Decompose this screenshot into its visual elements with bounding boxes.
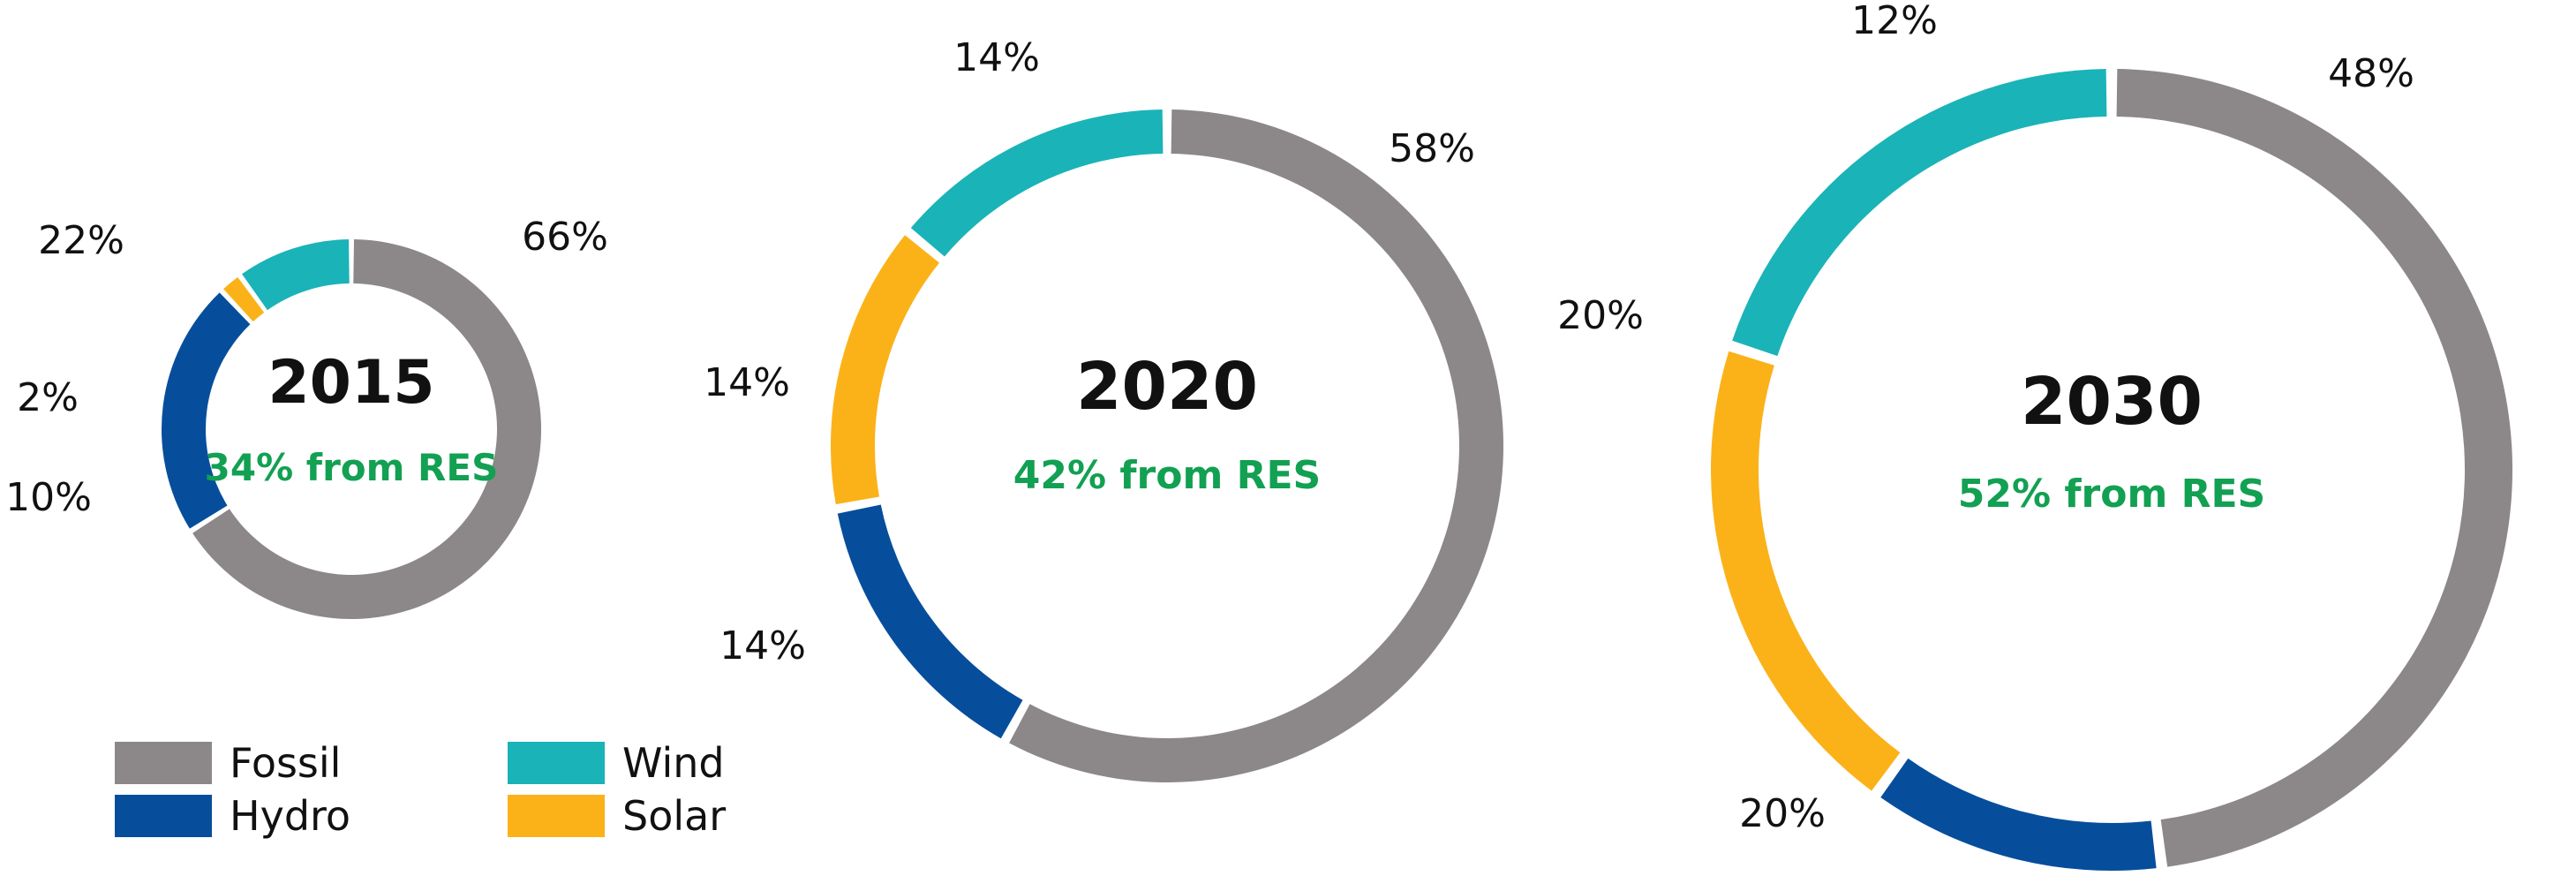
data-label-wind-2030: 20% (1739, 791, 1826, 836)
legend: Fossil Wind Hydro Solar (115, 739, 726, 840)
data-label-fossil-2015: 66% (522, 215, 608, 260)
chart-title-2015: 2015 (267, 348, 434, 418)
legend-label-fossil: Fossil (230, 739, 341, 787)
legend-item-hydro: Hydro (115, 792, 350, 840)
legend-swatch-solar (508, 795, 605, 837)
data-label-hydro-2030: 12% (1851, 0, 1938, 43)
chart-title-2030: 2030 (2021, 364, 2203, 440)
data-label-wind-2020: 14% (719, 623, 806, 668)
slice-hydro-2015 (161, 292, 251, 529)
legend-label-solar: Solar (622, 792, 726, 840)
slice-fossil-2030 (2116, 69, 2513, 867)
donut-chart-2015: 66% 22% 2% 10% 2015 34% from RES (5, 215, 608, 619)
slice-solar-2020 (831, 235, 940, 505)
slice-hydro-2020 (837, 504, 1023, 739)
data-label-solar-2030: 20% (1557, 293, 1644, 338)
data-label-hydro-2015: 22% (38, 218, 124, 263)
data-label-solar-2015: 2% (17, 375, 79, 420)
data-label-solar-2020: 14% (704, 360, 790, 405)
data-label-fossil-2030: 48% (2328, 51, 2414, 96)
chart-subtitle-2030: 52% from RES (1958, 472, 2266, 517)
legend-swatch-fossil (115, 742, 212, 784)
data-label-wind-2015: 10% (5, 475, 92, 520)
charts-layer: 66% 22% 2% 10% 2015 34% from RES 58% 14% 14% 14% 2… (5, 0, 2513, 871)
slice-solar-2030 (1710, 351, 1901, 791)
legend-item-fossil: Fossil (115, 739, 341, 787)
data-label-hydro-2020: 14% (953, 35, 1040, 80)
slice-fossil-2020 (1009, 110, 1504, 783)
slice-wind-2030 (1732, 69, 2107, 357)
legend-swatch-hydro (115, 795, 212, 837)
slice-wind-2020 (910, 110, 1164, 257)
chart-title-2020: 2020 (1076, 349, 1258, 425)
donut-chart-2020: 58% 14% 14% 14% 2020 42% from RES (704, 35, 1504, 783)
legend-label-wind: Wind (622, 739, 725, 787)
chart-subtitle-2020: 42% from RES (1013, 453, 1322, 498)
slice-hydro-2030 (1880, 758, 2157, 871)
legend-swatch-wind (508, 742, 605, 784)
donut-chart-2030: 48% 12% 20% 20% 2030 52% from RES (1557, 0, 2513, 871)
data-label-fossil-2020: 58% (1389, 126, 1475, 171)
slice-solar-2015 (223, 276, 265, 322)
legend-item-solar: Solar (508, 792, 726, 840)
legend-label-hydro: Hydro (230, 792, 350, 840)
slice-wind-2015 (242, 239, 350, 311)
legend-item-wind: Wind (508, 739, 725, 787)
chart-subtitle-2015: 34% from RES (205, 446, 499, 489)
